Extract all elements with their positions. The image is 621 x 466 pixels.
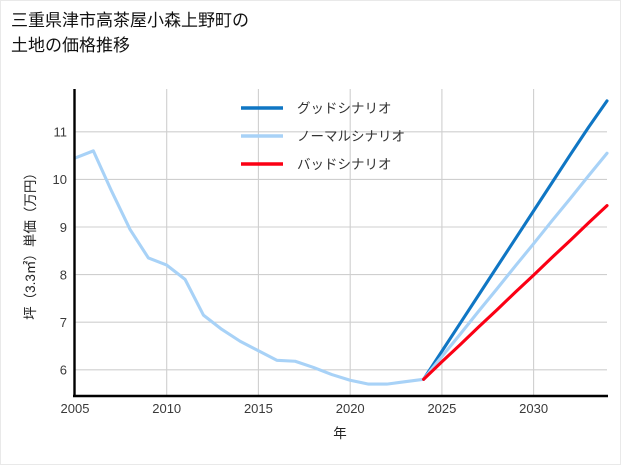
y-tick-label: 8 [60, 267, 67, 282]
y-tick-label: 11 [54, 125, 68, 140]
y-tick-label: 7 [60, 315, 67, 330]
series-line-グッドシナリオ [421, 99, 609, 381]
legend-label: グッドシナリオ [297, 101, 392, 116]
y-axis-title: 坪（3.3㎡）単価（万円） [23, 166, 38, 320]
y-tick-label: 10 [53, 172, 67, 187]
x-tick-label: 2010 [152, 401, 181, 416]
axis-lines [73, 89, 608, 398]
x-tick-label: 2030 [519, 401, 548, 416]
page-title: 三重県津市高茶屋小森上野町の 土地の価格推移 [11, 11, 249, 55]
y-tick-label: 6 [60, 363, 67, 378]
axis-titles: 年 坪（3.3㎡）単価（万円） [23, 166, 347, 441]
x-tick-label: 2025 [427, 401, 456, 416]
legend-label: バッドシナリオ [297, 157, 392, 172]
y-tick-label: 9 [60, 220, 67, 235]
x-axis-title: 年 [333, 426, 347, 441]
x-tick-label: 2020 [336, 401, 365, 416]
x-tick-labels: 2005 2010 2015 2020 2025 2030 [61, 401, 549, 416]
legend-label: ノーマルシナリオ [297, 129, 405, 144]
series-layer [73, 99, 609, 386]
series-line-バッドシナリオ [421, 204, 609, 381]
x-tick-label: 2005 [61, 401, 90, 416]
y-tick-labels: 6 7 8 9 10 11 [53, 125, 67, 378]
series-line-ノーマルシナリオ [73, 149, 609, 386]
x-tick-label: 2015 [244, 401, 273, 416]
